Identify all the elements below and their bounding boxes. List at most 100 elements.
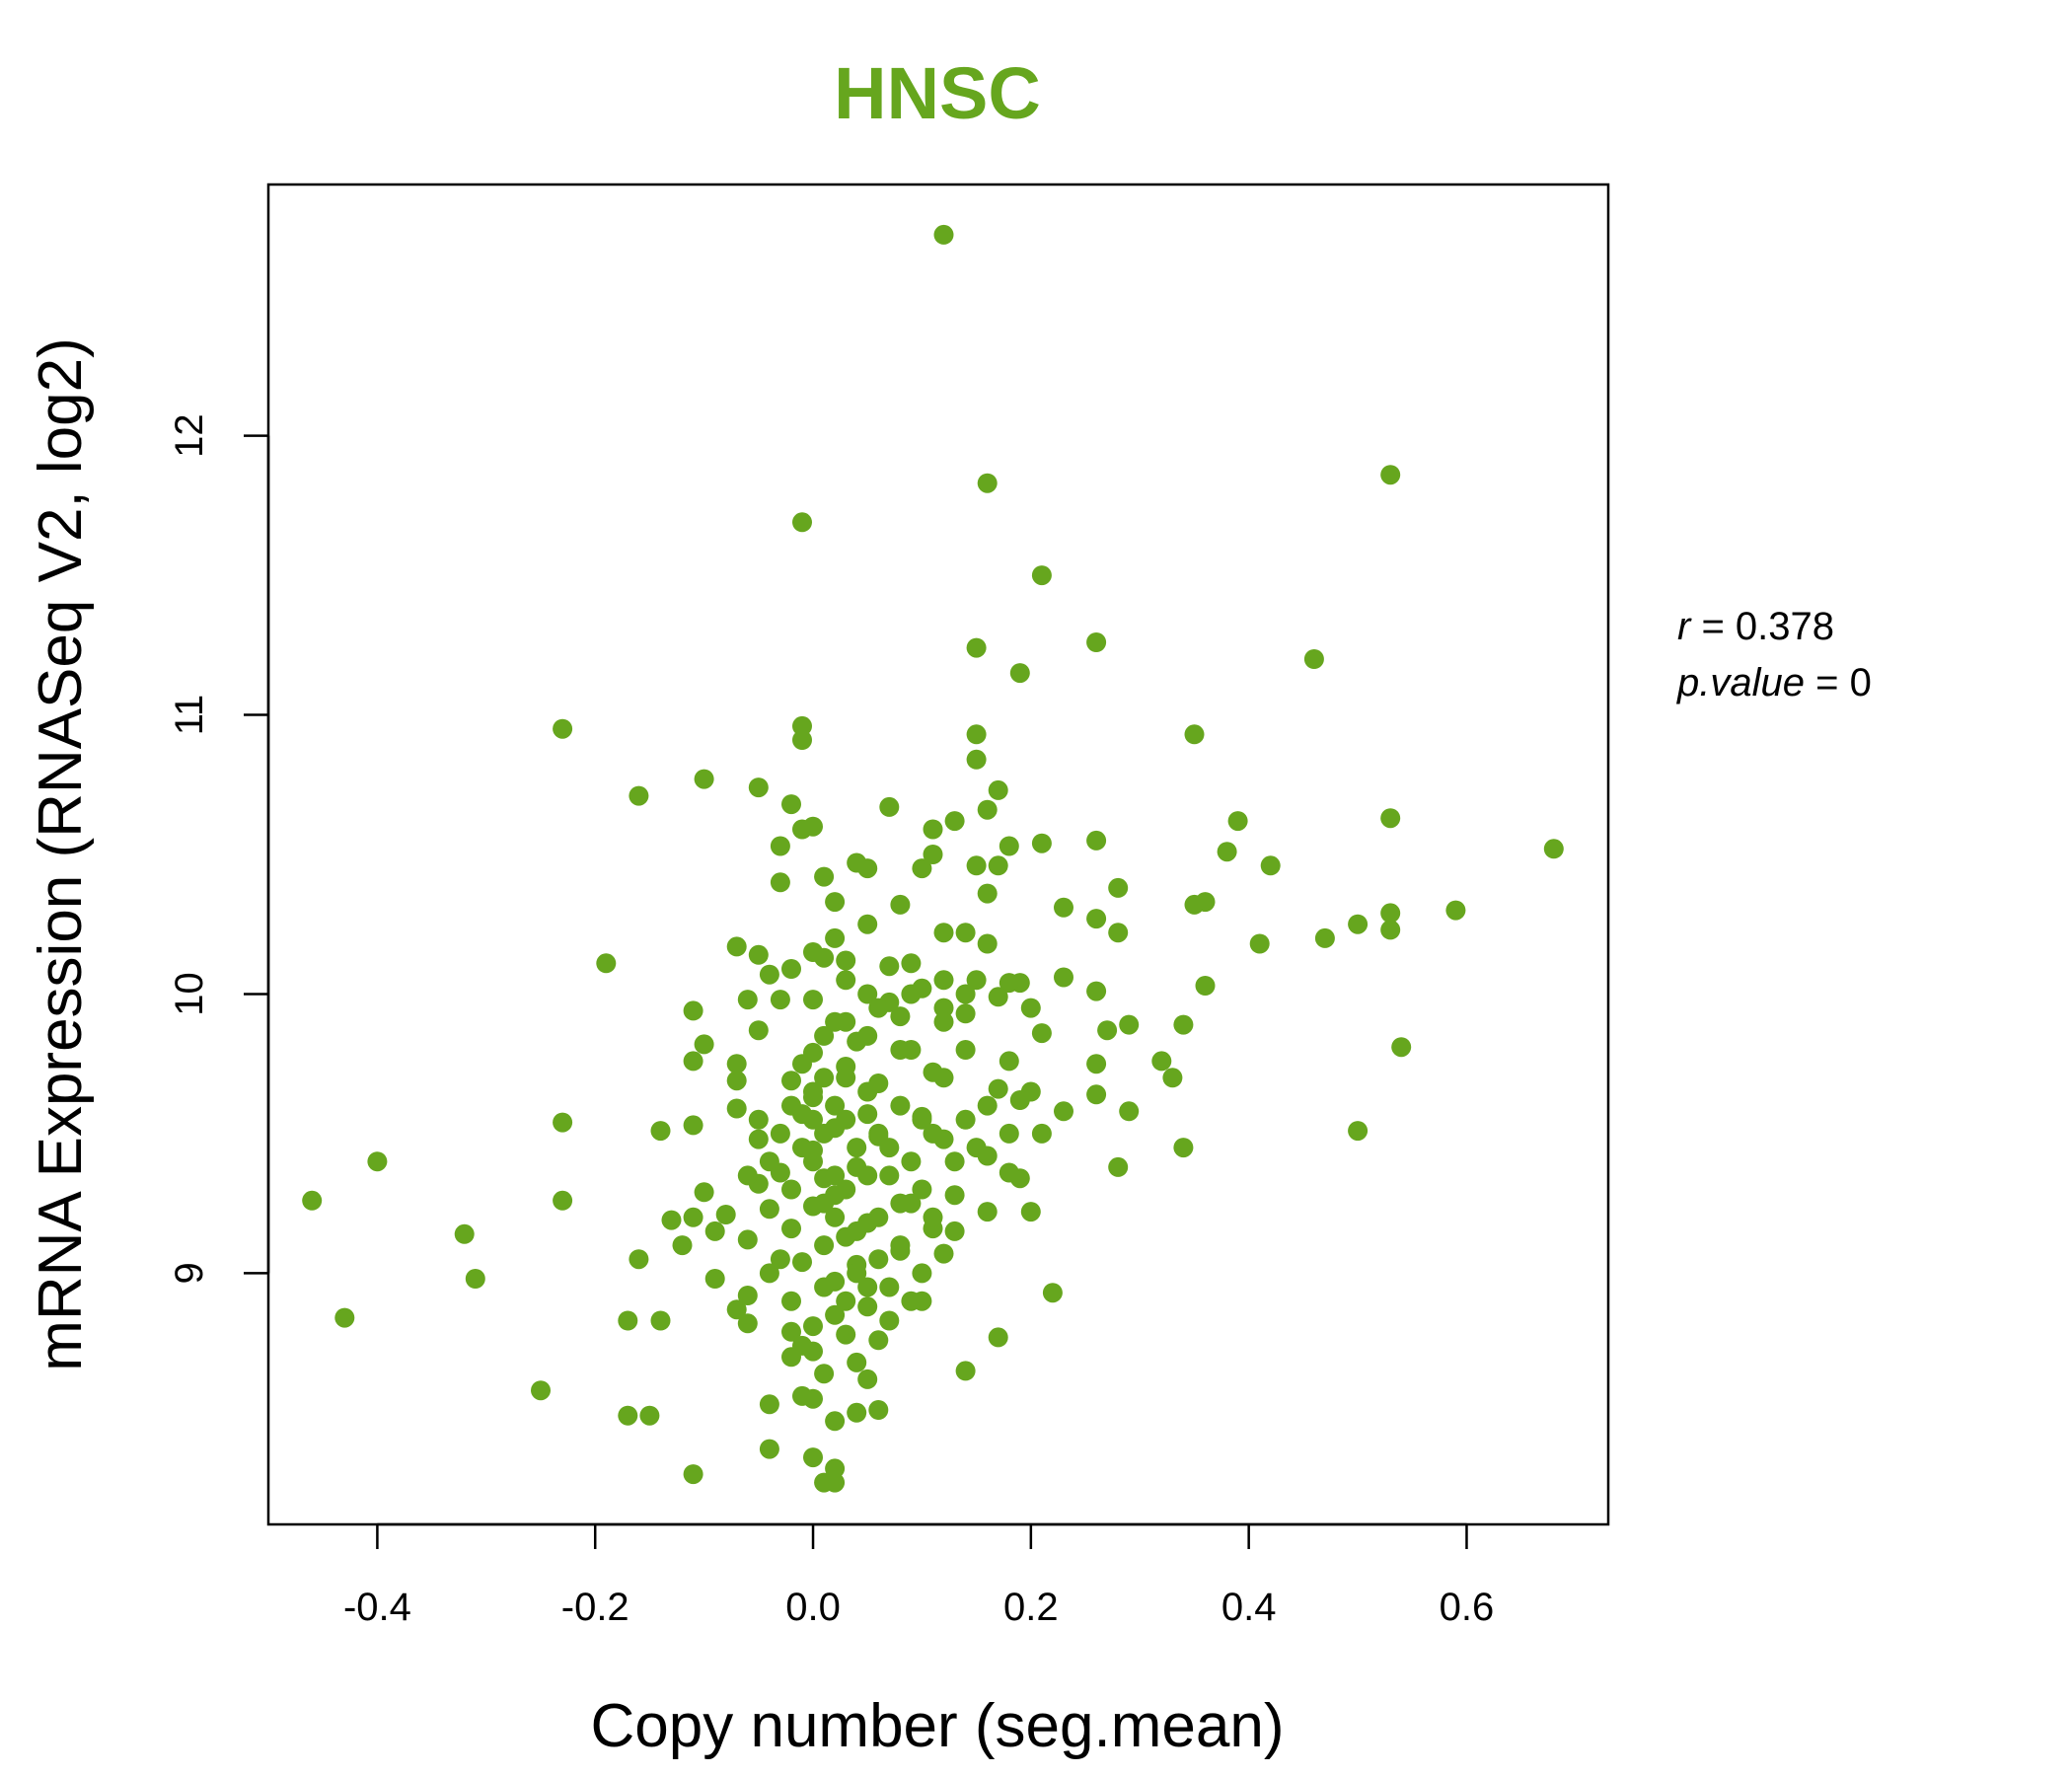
data-point [933,923,954,943]
data-point [977,1095,998,1116]
y-axis: 9 10 11 12 [168,413,270,1285]
data-point [966,1138,987,1158]
data-point [781,1219,801,1239]
data-point [1108,923,1129,943]
data-point [1348,1121,1369,1142]
data-point [814,1277,835,1297]
data-point [868,1123,889,1144]
data-point [770,836,790,856]
data-point [868,1249,889,1270]
data-point [879,956,900,977]
data-point [933,1011,954,1032]
data-point [803,1081,823,1102]
data-point [868,1207,889,1227]
data-point [704,1269,725,1289]
data-point [923,845,943,864]
data-point [803,990,823,1010]
data-point [890,1235,911,1256]
data-point [726,1299,747,1320]
data-point [1173,1138,1194,1158]
data-point [879,1138,900,1158]
data-point [825,1165,846,1186]
data-point [781,1321,801,1342]
data-point [1086,632,1107,652]
data-point [814,866,835,887]
stats-annotation: r = 0.378 p.value = 0 [1676,605,1872,704]
data-point [847,1402,867,1423]
data-point [814,1025,835,1046]
data-point [814,1235,835,1256]
data-point [857,858,878,879]
data-point [847,1221,867,1241]
data-point [857,1165,878,1186]
data-point [803,1447,823,1468]
data-point [1086,909,1107,929]
data-point [999,1123,1019,1144]
data-point [944,1221,965,1241]
data-point [879,1277,900,1297]
data-point [639,1405,660,1426]
data-point [988,987,1008,1007]
data-point [531,1380,551,1401]
data-point [683,1051,703,1072]
data-point [857,914,878,934]
data-point [1031,1123,1052,1144]
data-point [857,1081,878,1102]
data-point [1054,967,1073,988]
data-point [857,1277,878,1297]
data-point [857,1025,878,1046]
points-layer [302,224,1564,1493]
data-point [726,1071,747,1091]
data-point [367,1151,388,1172]
data-point [847,1138,867,1158]
data-point [1249,933,1270,954]
data-point [814,1123,835,1144]
data-point [683,1207,703,1227]
data-point [814,1068,835,1088]
data-point [901,953,922,974]
data-point [1119,1101,1140,1122]
data-point [781,1179,801,1200]
data-point [1020,1202,1041,1222]
data-point [1543,839,1564,859]
data-point [825,1095,846,1116]
data-point [988,1078,1008,1099]
y-tick-label: 10 [168,972,211,1015]
data-point [912,858,932,879]
data-point [1086,981,1107,1001]
data-point [868,998,889,1018]
data-point [912,1109,932,1130]
data-point [672,1235,693,1256]
data-point [759,964,779,985]
data-point [618,1310,638,1331]
data-point [770,872,790,893]
data-point [1260,855,1281,876]
data-point [792,1252,812,1273]
data-point [1108,1156,1129,1177]
data-point [748,1020,769,1041]
data-point [792,1054,812,1074]
data-point [618,1405,638,1426]
data-point [759,1394,779,1415]
data-point [836,1109,856,1130]
data-point [933,1068,954,1088]
data-point [748,1129,769,1149]
data-point [1303,649,1324,669]
y-axis-label: mRNA Expression (RNASeq V2, log2) [27,337,95,1371]
y-tick-label: 9 [168,1262,211,1284]
data-point [629,785,649,806]
data-point [1097,1020,1118,1041]
data-point [759,1439,779,1459]
data-point [825,1458,846,1479]
data-point [933,970,954,991]
data-point [868,1330,889,1351]
data-point [1195,976,1216,996]
data-point [955,1361,976,1381]
data-point [683,1115,703,1136]
data-point [890,1006,911,1027]
data-point [553,1112,573,1133]
data-point [966,970,987,991]
data-point [814,947,835,968]
data-point [650,1310,671,1331]
